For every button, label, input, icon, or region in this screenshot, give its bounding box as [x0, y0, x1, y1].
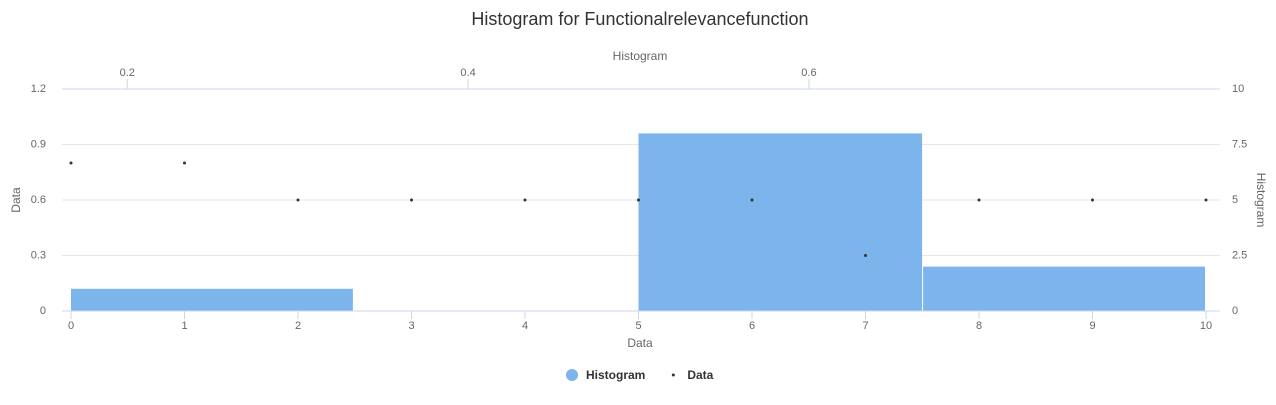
x-tick-label: 4 — [522, 320, 528, 332]
x-tick-label: 5 — [635, 320, 641, 332]
scatter-point — [523, 198, 527, 202]
chart-title: Histogram for Functionalrelevancefunctio… — [471, 9, 808, 29]
x-tick-label: 0 — [68, 320, 74, 332]
scatter-point — [1091, 198, 1094, 202]
scatter-point — [977, 198, 981, 202]
y2-tick-label: 7.5 — [1232, 138, 1247, 150]
histogram-bar — [638, 133, 923, 311]
y2-tick-label: 2.5 — [1232, 249, 1247, 261]
y2-axis-title: Histogram — [1254, 173, 1268, 228]
x-tick-label: 9 — [1089, 320, 1095, 332]
x-tick-label: 8 — [976, 320, 982, 332]
x-axis-title: Data — [627, 336, 653, 350]
histogram-bar — [923, 266, 1205, 311]
y2-tick-label: 5 — [1232, 194, 1238, 206]
y-tick-label: 0.3 — [31, 249, 46, 261]
x2-tick-label: 0.4 — [460, 67, 475, 79]
legend-label[interactable]: Data — [687, 368, 713, 382]
x-tick-label: 7 — [862, 320, 868, 332]
scatter-point — [410, 198, 413, 202]
x-tick-label: 3 — [408, 320, 414, 332]
scatter-point — [296, 198, 300, 202]
y-tick-label: 0.6 — [31, 194, 46, 206]
y2-tick-label: 10 — [1232, 83, 1244, 95]
legend-label[interactable]: Histogram — [586, 368, 645, 382]
y-tick-label: 0 — [40, 305, 46, 317]
legend-symbol — [566, 369, 578, 381]
scatter-point — [864, 254, 867, 257]
scatter-point — [750, 198, 754, 202]
x2-tick-label: 0.2 — [120, 67, 135, 79]
scatter-point — [1204, 198, 1208, 202]
scatter-point — [69, 161, 73, 165]
x-tick-label: 6 — [749, 320, 755, 332]
histogram-bar — [71, 288, 353, 311]
x-tick-label: 2 — [295, 320, 301, 332]
x-tick-label: 10 — [1200, 320, 1212, 332]
scatter-point — [183, 161, 186, 165]
x-tick-label: 1 — [181, 320, 187, 332]
y-axis-title: Data — [9, 187, 23, 213]
y2-tick-label: 0 — [1232, 305, 1238, 317]
legend-symbol — [671, 373, 675, 377]
y-tick-label: 1.2 — [31, 83, 46, 95]
x2-tick-label: 0.6 — [801, 67, 816, 79]
y-tick-label: 0.9 — [31, 138, 46, 150]
x2-axis-title: Histogram — [613, 49, 668, 63]
scatter-point — [637, 198, 640, 202]
